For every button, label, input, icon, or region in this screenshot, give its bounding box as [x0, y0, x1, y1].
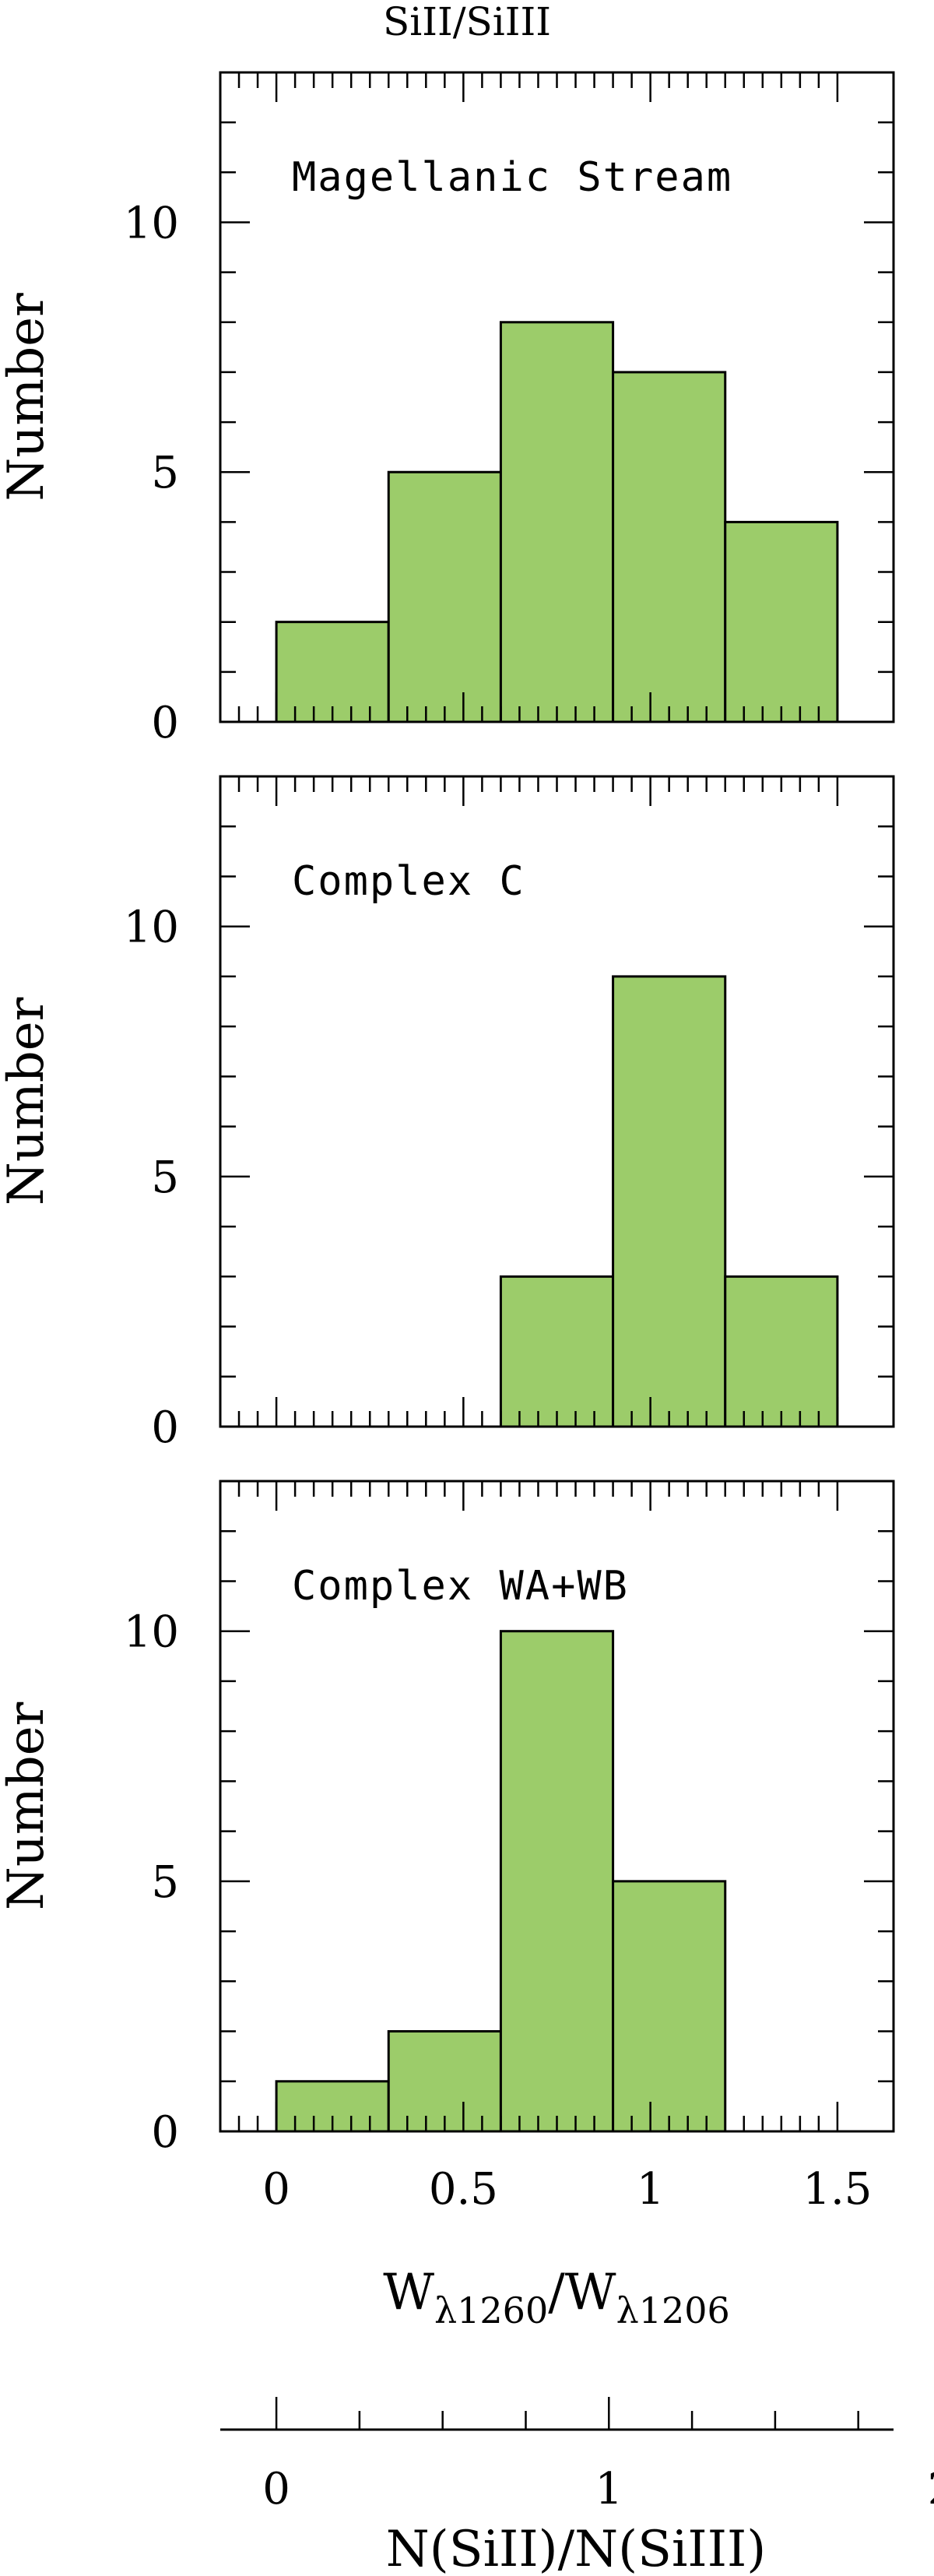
histogram-bar [612, 1880, 727, 2133]
panel-2: 0 5 10 Number Complex C [0, 775, 895, 1453]
histogram-bar [275, 621, 390, 723]
secondary-x-tick-label: 0 [262, 2464, 290, 2514]
histogram-bar [724, 520, 839, 723]
panel-label: Complex C [292, 858, 525, 905]
x-axis-title: Wλ1260/Wλ1206 [383, 2264, 730, 2331]
y-tick-label: 0 [151, 698, 179, 748]
top-title: SiII/SiIII [383, 0, 551, 44]
y-tick-label: 10 [124, 903, 179, 953]
y-tick-label: 0 [151, 1402, 179, 1453]
panel-label: Complex WA+WB [292, 1563, 629, 1610]
y-axis-title: Number [0, 997, 55, 1205]
secondary-x-axis: 0 1 2 N(SiII)/N(SiIII) [220, 2397, 934, 2576]
x-tick-label: 0.5 [429, 2164, 498, 2215]
histogram-bar [499, 1630, 615, 2133]
y-axis-title: Number [0, 293, 55, 501]
y-tick-label: 10 [124, 1607, 179, 1658]
y-tick-label: 5 [151, 448, 179, 498]
x-tick-label: 0 [262, 2164, 290, 2215]
panel-label: Magellanic Stream [292, 154, 732, 201]
panel-3: 0 5 10 Number Complex WA+WB [0, 1480, 895, 2158]
y-tick-label: 5 [151, 1153, 179, 1203]
y-tick-label: 10 [124, 198, 179, 248]
histogram-bar [387, 470, 502, 723]
histogram-bar [612, 371, 727, 723]
x-axis: 0 0.5 1 1.5 Wλ1260/Wλ1206 [262, 2164, 872, 2331]
y-tick-label: 0 [151, 2107, 179, 2158]
y-tick-label: 5 [151, 1857, 179, 1908]
x-tick-label: 1.5 [802, 2164, 872, 2215]
secondary-x-tick-label: 2 [928, 2464, 934, 2514]
y-axis-title: Number [0, 1701, 55, 1910]
histogram-bar [499, 1275, 615, 1428]
panel-1: 0 5 10 Number Magellanic Stream [0, 71, 895, 748]
histogram-bar [612, 975, 727, 1428]
secondary-x-tick-label: 1 [595, 2464, 623, 2514]
histogram-bar [499, 321, 615, 723]
x-tick-label: 1 [637, 2164, 665, 2215]
histogram-bar [724, 1275, 839, 1428]
secondary-x-axis-title: N(SiII)/N(SiIII) [386, 2521, 766, 2576]
